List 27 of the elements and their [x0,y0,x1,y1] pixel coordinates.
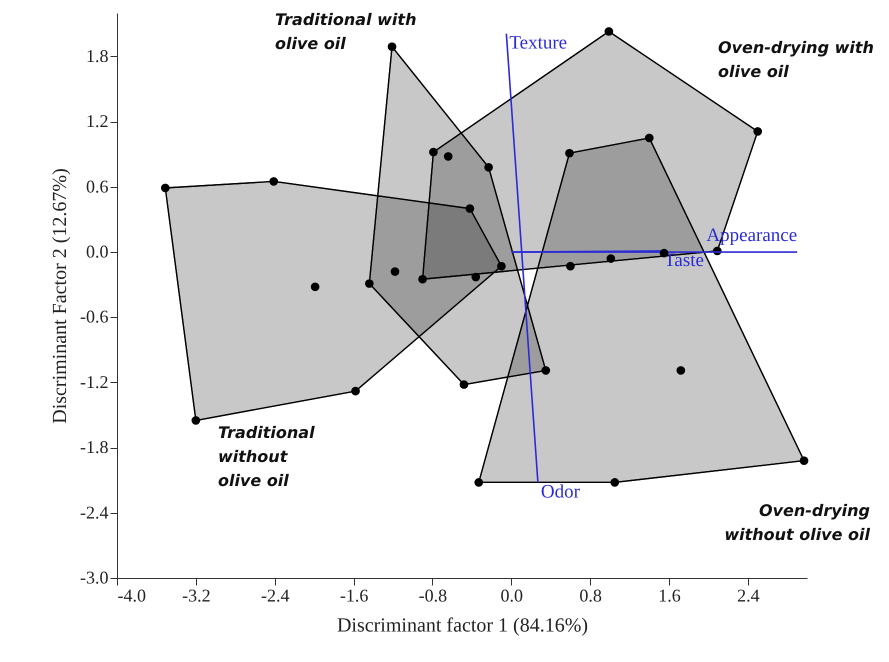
x-tick-label: -4.0 [118,586,146,606]
x-tick-label: 0.0 [500,586,524,606]
annotation: Odor [540,481,581,502]
y-tick-label: 1.2 [86,111,108,132]
y-tick-label: -1.8 [80,437,108,458]
y-tick-label: -2.4 [80,502,108,522]
y-axis-title: Discriminant Factor 2 (12.67%) [49,168,72,424]
y-tick-label: 1.8 [86,46,108,66]
series-label: Oven-drying with olive oil [718,38,874,81]
x-tick-label: 2.4 [737,586,760,606]
x-tick-label: -3.2 [182,586,211,606]
x-tick-label: 1.6 [658,586,681,606]
y-tick-label: 0.0 [86,242,108,262]
y-tick-label: -0.6 [80,306,108,327]
y-tick-label: -3.0 [80,568,108,588]
series-label: Traditional with olive oil [275,10,416,53]
y-tick-label: 0.6 [86,176,108,196]
x-tick-label: 0.8 [579,586,602,606]
x-tick-label: -2.4 [260,586,290,606]
x-tick-label: -0.8 [418,586,448,606]
series-label: Taste [664,250,704,271]
y-tick-label: -1.2 [80,372,108,392]
series-label: Texture [509,32,568,54]
x-axis-title: Discriminant factor 1 (84.16%) [336,614,588,636]
x-tick-label: -1.6 [340,586,368,606]
series-label: Oven-drying without olive oil [724,501,871,544]
series-label: Traditional without olive oil [218,423,316,490]
